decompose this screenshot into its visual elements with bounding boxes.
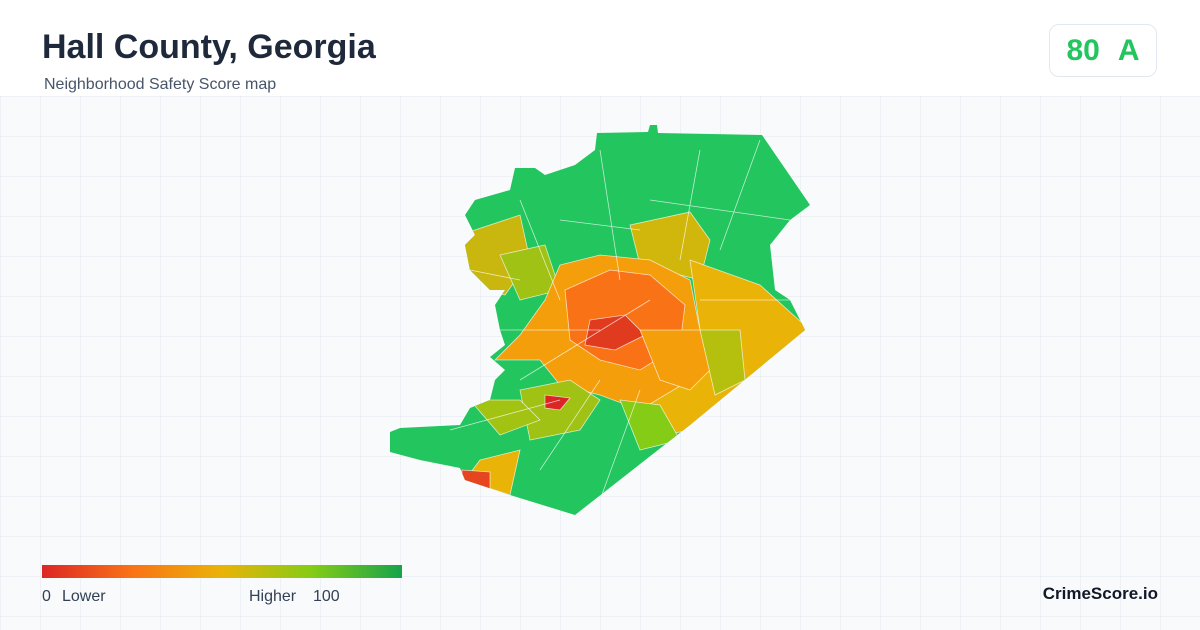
boundary-lines	[449, 139, 791, 501]
header-band	[0, 0, 1200, 96]
score-value: 80	[1066, 33, 1100, 67]
subtitle: Neighborhood Safety Score map	[44, 76, 277, 93]
legend-max: 100	[313, 588, 340, 605]
region	[584, 314, 646, 351]
legend-min-label: Lower	[62, 588, 106, 605]
legend-min: 0	[42, 588, 51, 605]
brand: CrimeScore.io	[1042, 584, 1158, 603]
score-grade: A	[1117, 33, 1140, 67]
region	[639, 329, 721, 391]
region	[544, 394, 571, 411]
region	[469, 399, 541, 436]
title: Hall County, Georgia	[42, 28, 376, 66]
legend-gradient	[42, 565, 402, 578]
legend-max-label: Higher	[249, 588, 297, 605]
score-badge: 80 A	[1049, 24, 1157, 77]
